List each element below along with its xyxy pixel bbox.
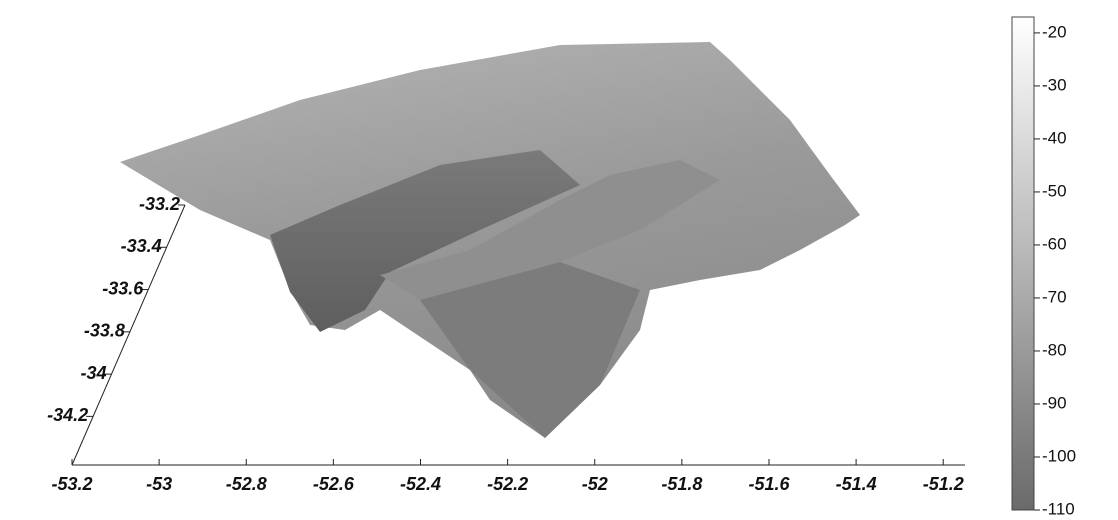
colorbar-tick-label: -110 xyxy=(1042,499,1075,518)
x-tick-label: -53 xyxy=(146,474,172,494)
x-tick-label: -51.2 xyxy=(923,474,964,494)
colorbar-tick-label: -60 xyxy=(1042,234,1067,253)
page: -53.2 -53 -52.8 -52.6 -52.4 -52.2 -52 -51.8 -51.… xyxy=(0,0,1118,520)
x-tick-label: -52 xyxy=(582,474,608,494)
colorbar: -20 -30 -40 -50 -60 -70 -80 -90 -100 -110 xyxy=(1012,17,1076,518)
chart: -53.2 -53 -52.8 -52.6 -52.4 -52.2 -52 -51.8 -51.… xyxy=(0,0,1118,520)
y-tick-label: -33.2 xyxy=(139,194,180,214)
x-tick-label: -52.2 xyxy=(487,474,528,494)
colorbar-tick-label: -20 xyxy=(1042,22,1067,41)
x-tick-label: -52.6 xyxy=(313,474,355,494)
x-tick-label: -53.2 xyxy=(51,474,92,494)
colorbar-box xyxy=(1012,17,1034,510)
y-tick-label: -34 xyxy=(80,363,106,383)
colorbar-tick-label: -90 xyxy=(1042,393,1067,412)
x-tick-label: -51.8 xyxy=(661,474,702,494)
y-tick-label: -33.8 xyxy=(84,321,125,341)
x-tick-label: -51.6 xyxy=(748,474,790,494)
x-tick-label: -51.4 xyxy=(836,474,877,494)
colorbar-tick-label: -30 xyxy=(1042,75,1067,94)
y-tick-label: -34.2 xyxy=(47,405,88,425)
surface xyxy=(120,42,860,438)
colorbar-tick-label: -50 xyxy=(1042,181,1067,200)
x-tick-label: -52.4 xyxy=(400,474,441,494)
x-tick-label: -52.8 xyxy=(226,474,267,494)
colorbar-tick-label: -100 xyxy=(1042,446,1076,465)
y-tick-label: -33.4 xyxy=(121,236,162,256)
colorbar-tick-label: -70 xyxy=(1042,287,1067,306)
colorbar-tick-label: -40 xyxy=(1042,128,1067,147)
y-tick-label: -33.6 xyxy=(102,278,144,298)
colorbar-tick-label: -80 xyxy=(1042,340,1067,359)
